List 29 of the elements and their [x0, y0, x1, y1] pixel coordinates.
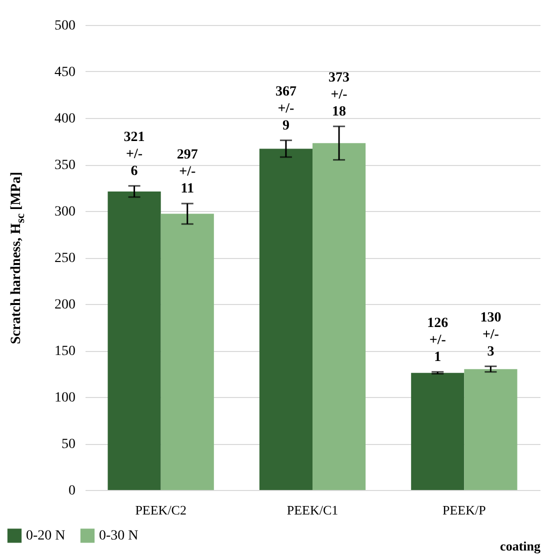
bar: [312, 143, 366, 490]
data-label: 367 +/- 9: [275, 84, 296, 134]
data-label: 126 +/- 1: [427, 316, 448, 365]
data-label: 321 +/- 6: [124, 130, 145, 179]
y-tick-label: 250: [54, 251, 76, 266]
x-axis-title: coating: [500, 538, 541, 554]
x-tick-label: PEEK/P: [442, 502, 486, 518]
y-tick-label: 50: [62, 437, 76, 452]
y-tick-label: 150: [54, 344, 76, 359]
y-tick-label: 0: [68, 484, 76, 498]
y-tick-label: 300: [54, 204, 76, 220]
bar: [108, 191, 161, 490]
y-tick-label: 200: [54, 298, 76, 312]
legend-label: 0-30 N: [99, 528, 138, 544]
y-tick-label: 400: [54, 112, 76, 126]
y-tick-label: 350: [54, 158, 76, 173]
y-tick-label: 500: [54, 18, 76, 34]
data-label: 297 +/- 11: [176, 148, 198, 197]
x-tick-label: PEEK/C2: [135, 502, 186, 518]
y-tick-label: 100: [54, 390, 76, 406]
data-label: 373 +/- 18: [328, 70, 350, 120]
legend-label: 0-20 N: [26, 528, 66, 544]
bar: [464, 369, 518, 490]
y-tick-label: 450: [54, 65, 76, 80]
x-tick-label: PEEK/C1: [286, 502, 338, 518]
bar: [160, 214, 214, 490]
bar: [411, 372, 464, 490]
bar: [259, 148, 312, 490]
data-label: 130 +/- 3: [480, 310, 502, 360]
